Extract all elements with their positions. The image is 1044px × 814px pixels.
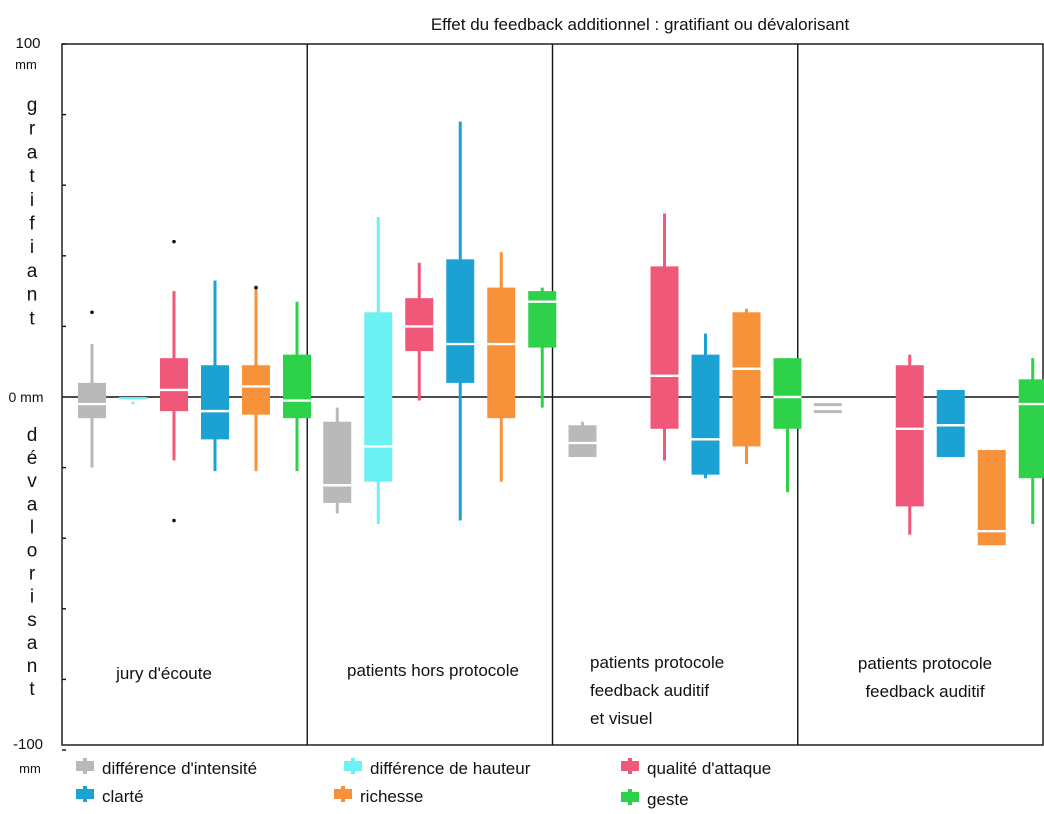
y-top-label: 100 <box>15 35 40 52</box>
box-qualit-d-attaque <box>895 354 924 535</box>
y-bottom-unit: mm <box>19 761 41 776</box>
legend-label: clarté <box>102 787 144 806</box>
box-outlier <box>90 310 94 315</box>
box-body <box>977 449 1006 546</box>
legend-swatch-stem <box>341 786 345 802</box>
box-geste <box>283 301 311 472</box>
y-positive-letter: g <box>27 95 38 116</box>
box-diff-rence-de-hauteur <box>119 397 147 405</box>
box-diff-rence-d-intensit- <box>323 407 352 514</box>
y-bottom-label: -100 <box>13 736 43 753</box>
box-body <box>1018 379 1044 479</box>
y-negative-letter: r <box>29 564 36 585</box>
legend-label: richesse <box>360 787 423 806</box>
y-positive-letter: f <box>29 214 35 235</box>
box-richesse <box>977 449 1006 546</box>
box-clart- <box>691 333 720 479</box>
box-body <box>691 354 720 475</box>
box-body <box>650 266 679 429</box>
box-body <box>119 397 147 401</box>
box-body <box>528 291 557 348</box>
y-top-unit: mm <box>15 57 37 72</box>
box-body <box>364 312 393 482</box>
box-diff-rence-d-intensit- <box>813 403 842 414</box>
y-negative-letter: n <box>27 656 38 677</box>
legend-swatch-stem <box>628 789 632 805</box>
chart-title: Effet du feedback additionnel : gratifia… <box>431 15 850 34</box>
legend-label: qualité d'attaque <box>647 759 771 778</box>
y-positive-letter: t <box>29 308 35 329</box>
y-negative-letter: é <box>27 448 38 469</box>
y-negative-letter: s <box>27 610 37 631</box>
legend-swatch-stem <box>628 758 632 774</box>
panel-label: et visuel <box>590 709 652 728</box>
box-clart- <box>446 121 475 521</box>
y-positive-letter: i <box>30 237 34 258</box>
box-group <box>78 121 1044 546</box>
box-qualit-d-attaque <box>405 262 434 401</box>
box-geste <box>528 287 557 408</box>
box-richesse <box>242 285 270 472</box>
box-outlier <box>172 239 176 244</box>
box-body <box>78 382 106 419</box>
box-diff-rence-d-intensit- <box>568 421 597 458</box>
legend-swatch-stem <box>351 758 355 774</box>
box-richesse <box>732 308 761 465</box>
y-negative-letter: d <box>27 425 38 446</box>
box-body <box>732 312 761 447</box>
y-negative-letter: a <box>27 494 38 515</box>
y-positive-letter: i <box>30 190 34 211</box>
y-positive-letter: a <box>27 261 38 282</box>
box-body <box>773 358 802 429</box>
panel-label: patients protocole <box>858 654 992 673</box>
box-richesse <box>487 252 516 482</box>
legend: différence d'intensité différence de haut… <box>76 758 771 809</box>
y-negative-letter: v <box>27 471 37 492</box>
box-body <box>895 365 924 507</box>
y-positive-letter: t <box>29 166 35 187</box>
box-body <box>936 389 965 458</box>
y-negative-letter: i <box>30 587 34 608</box>
box-clart- <box>936 389 965 458</box>
box-diff-rence-d-intensit- <box>78 310 106 468</box>
box-geste <box>1018 358 1044 525</box>
box-clart- <box>201 280 229 472</box>
box-body <box>568 425 597 458</box>
legend-label: différence d'intensité <box>102 759 257 778</box>
box-body <box>242 365 270 415</box>
box-body <box>405 298 434 352</box>
box-outlier <box>254 285 258 290</box>
box-body <box>160 358 188 412</box>
legend-label: geste <box>647 790 689 809</box>
box-qualit-d-attaque <box>650 213 679 461</box>
panel-label: feedback auditif <box>590 681 709 700</box>
panel-labels: jury d'écoute patients hors protocole pati… <box>115 653 992 728</box>
y-positive-letter: n <box>27 285 38 306</box>
panel-label: patients hors protocole <box>347 661 519 680</box>
box-body <box>283 354 311 419</box>
box-outlier <box>172 518 176 523</box>
panel-label: feedback auditif <box>865 682 984 701</box>
y-negative-letter: t <box>29 679 35 700</box>
legend-swatch-stem <box>83 758 87 774</box>
legend-label: différence de hauteur <box>370 759 531 778</box>
box-body <box>446 259 475 383</box>
y-negative-letter: a <box>27 633 38 654</box>
panel-label: jury d'écoute <box>115 664 212 683</box>
box-qualit-d-attaque <box>160 239 188 523</box>
box-body <box>201 365 229 440</box>
legend-swatch-stem <box>83 786 87 802</box>
box-body <box>487 287 516 419</box>
panel-label: patients protocole <box>590 653 724 672</box>
y-negative-letter: o <box>27 541 38 562</box>
y-positive-letter: r <box>29 119 36 140</box>
y-negative-letter: l <box>30 517 34 538</box>
y-zero-label: 0 mm <box>9 389 44 405</box>
box-geste <box>773 358 802 493</box>
box-body <box>323 421 352 503</box>
box-diff-rence-de-hauteur <box>364 216 393 525</box>
y-positive-letter: a <box>27 142 38 163</box>
